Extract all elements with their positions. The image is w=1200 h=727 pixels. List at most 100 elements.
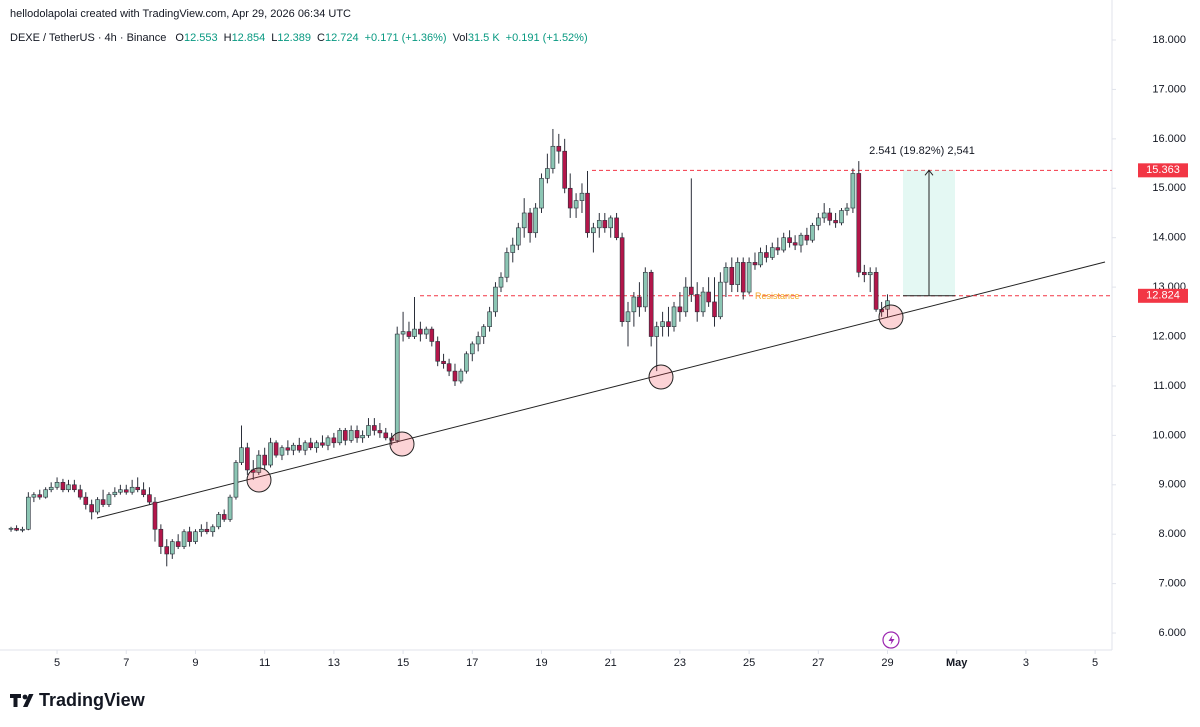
candle-body xyxy=(758,252,763,266)
ohlc-value: 12.724 xyxy=(324,32,359,44)
x-tick-label: 15 xyxy=(397,657,409,669)
candle-body xyxy=(683,286,689,313)
candle-body xyxy=(118,489,123,493)
y-tick-label: 16.000 xyxy=(1152,133,1186,145)
candle-body xyxy=(262,454,267,466)
candle-body xyxy=(210,526,216,533)
candle-body xyxy=(273,442,279,456)
candle-body xyxy=(775,247,781,251)
candle-body xyxy=(37,494,43,498)
candle-body xyxy=(487,311,492,327)
candle-body xyxy=(746,262,752,293)
y-tick-label: 9.000 xyxy=(1158,479,1186,491)
candle-body xyxy=(712,301,717,318)
candle-body xyxy=(781,237,787,251)
x-tick-label: 3 xyxy=(1023,657,1029,669)
candle-body xyxy=(227,496,233,520)
candle-body xyxy=(342,430,348,441)
price-label-bg xyxy=(1138,163,1188,178)
candle-body xyxy=(337,430,343,444)
candle-body xyxy=(100,499,106,505)
candle-body xyxy=(314,442,319,449)
candle-body xyxy=(521,212,527,229)
candle-body xyxy=(14,527,19,531)
candle-body xyxy=(60,482,66,491)
candle-body xyxy=(429,328,435,342)
candle-body xyxy=(320,442,325,446)
candle-body xyxy=(700,291,706,313)
candle-body xyxy=(452,370,458,382)
candle-body xyxy=(216,514,221,528)
touch-circle xyxy=(648,364,674,390)
brand: TradingView xyxy=(39,690,146,710)
candle-body xyxy=(106,494,112,505)
candle-body xyxy=(360,435,365,439)
candle-body xyxy=(833,220,838,224)
candle-body xyxy=(804,234,810,241)
candle-body xyxy=(296,444,302,451)
ohlc-label: C xyxy=(317,32,325,44)
candle-body xyxy=(77,489,83,498)
change: +0.171 (+1.36%) xyxy=(364,32,447,44)
candle-body xyxy=(787,237,792,243)
candle-body xyxy=(666,321,671,327)
candle-body xyxy=(377,430,383,434)
candle-body xyxy=(48,486,54,491)
candle-body xyxy=(677,306,683,313)
candle-body xyxy=(26,496,31,530)
y-tick-label: 15.000 xyxy=(1152,182,1186,194)
candle-body xyxy=(394,333,400,441)
candle-body xyxy=(827,212,833,221)
symbol: DEXE / TetherUS · 4h · Binance xyxy=(10,32,167,44)
candle-body xyxy=(539,178,544,209)
candle-body xyxy=(268,442,273,466)
candle-body xyxy=(792,242,798,246)
x-tick-label: 23 xyxy=(674,657,686,669)
y-tick-label: 17.000 xyxy=(1152,83,1186,95)
y-tick-label: 10.000 xyxy=(1152,429,1186,441)
candle-body xyxy=(181,531,187,547)
measure-label: 2.541 (19.82%) 2,541 xyxy=(869,145,975,157)
candle-body xyxy=(164,546,170,555)
ohlc-label: H xyxy=(223,32,232,44)
candle-body xyxy=(308,442,313,449)
x-tick-label: 7 xyxy=(123,657,129,669)
candle-body xyxy=(729,267,735,285)
candle-body xyxy=(256,454,262,473)
logo-dot xyxy=(22,694,28,700)
x-tick-label: 17 xyxy=(466,657,478,669)
candle-body xyxy=(493,286,498,313)
candle-body xyxy=(625,311,631,323)
x-tick-label: 11 xyxy=(259,657,270,669)
candle-body xyxy=(169,541,175,555)
candle-body xyxy=(372,425,377,431)
candle-body xyxy=(112,491,118,495)
candle-body xyxy=(348,430,354,441)
price-label: 15.363 xyxy=(1146,164,1180,176)
candle-body xyxy=(873,271,879,310)
candle-body xyxy=(723,267,729,283)
candle-body xyxy=(608,217,613,229)
x-tick-label: 13 xyxy=(328,657,340,669)
price-label-bg xyxy=(1138,288,1188,303)
candle-body xyxy=(152,501,158,530)
candle-body xyxy=(689,286,694,295)
candle-body xyxy=(527,212,533,234)
x-tick-label: 27 xyxy=(812,657,824,669)
candle-body xyxy=(481,326,487,337)
candle-body xyxy=(475,336,481,345)
candle-body xyxy=(562,150,567,189)
x-tick-label: 29 xyxy=(881,657,893,669)
candle-body xyxy=(325,437,331,446)
candle-body xyxy=(798,234,804,246)
candle-body xyxy=(302,442,308,451)
candle-body xyxy=(412,328,417,337)
candle-body xyxy=(585,192,590,234)
candle-body xyxy=(20,528,25,531)
candle-body xyxy=(631,296,637,313)
candle-body xyxy=(366,425,371,436)
candle-body xyxy=(694,294,700,313)
candle-body xyxy=(856,173,862,273)
volume-label: Vol xyxy=(452,32,468,44)
candle-body xyxy=(279,447,285,456)
